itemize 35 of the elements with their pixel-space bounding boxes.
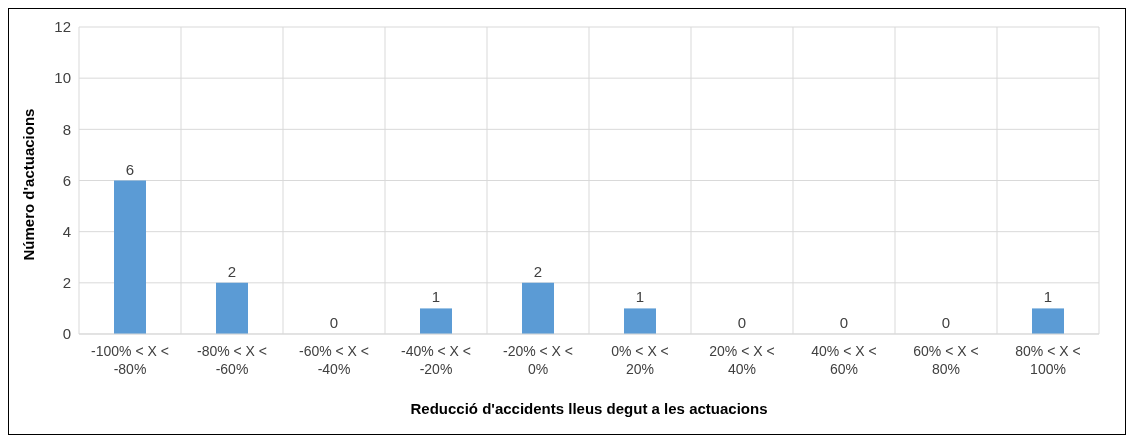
y-tick-label: 12: [54, 18, 71, 36]
y-tick-label: 2: [62, 274, 71, 292]
bar: [624, 308, 656, 334]
x-tick-label: 40% < X < 60%: [811, 343, 877, 377]
y-tick-label: 8: [62, 120, 71, 138]
x-tick-label: 20% < X < 40%: [709, 343, 775, 377]
x-tick-label: 80% < X < 100%: [1015, 343, 1081, 377]
bar: [522, 282, 554, 334]
data-label: 0: [941, 314, 951, 331]
bar: [1032, 308, 1064, 334]
bar: [114, 180, 146, 334]
data-label: 1: [1043, 288, 1053, 306]
x-tick-label: -40% < X < -20%: [400, 343, 472, 377]
y-tick-label: 4: [62, 222, 71, 240]
x-tick-label: -60% < X < -40%: [298, 343, 370, 377]
y-tick-label: 0: [62, 325, 71, 343]
x-axis-title: Reducció d'accidents lleus degut a les actuacions: [410, 400, 768, 417]
data-label: 2: [533, 262, 543, 280]
data-label: 0: [737, 314, 747, 331]
y-axis-title: Número d'actuacions: [20, 108, 38, 261]
x-tick-label: 60% < X < 80%: [913, 343, 979, 377]
data-label: 1: [635, 288, 645, 306]
data-label: 0: [839, 314, 849, 331]
x-tick-label: 0% < X < 20%: [611, 343, 669, 377]
y-tick-label: 6: [62, 171, 71, 189]
x-tick-label: -80% < X < -60%: [196, 343, 268, 377]
bar: [420, 308, 452, 334]
x-tick-label: -100% < X < -80%: [91, 343, 169, 377]
data-label: 2: [227, 262, 237, 280]
data-label: 1: [431, 288, 441, 306]
data-label: 0: [329, 314, 339, 331]
data-label: 6: [125, 160, 135, 178]
x-tick-label: -20% < X < 0%: [502, 343, 574, 377]
bar: [216, 282, 248, 334]
y-tick-label: 10: [54, 69, 71, 87]
